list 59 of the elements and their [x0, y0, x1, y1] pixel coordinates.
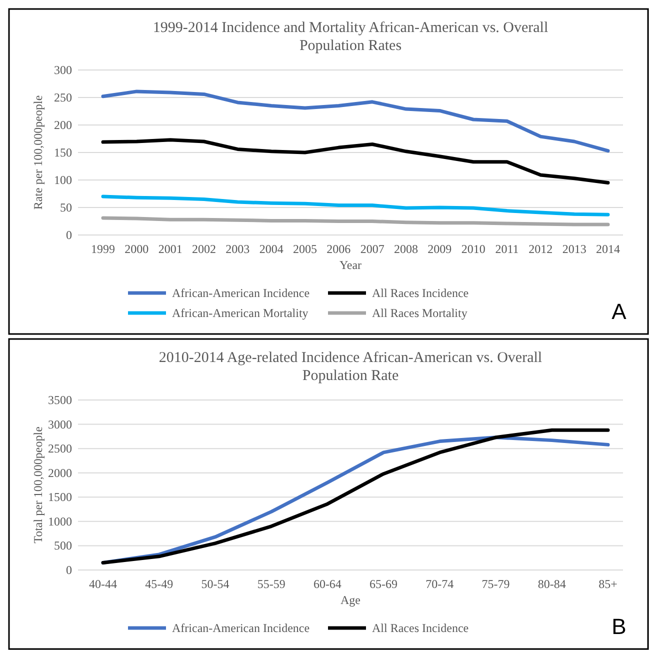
x-tick-label: 2004	[259, 242, 284, 256]
x-tick-label: 55-59	[257, 577, 286, 591]
x-tick-label: 2001	[158, 242, 182, 256]
text: B	[612, 614, 626, 639]
x-tick-label: 2000	[124, 242, 149, 256]
x-tick-label: 2007	[360, 242, 384, 256]
y-tick-label: 2000	[48, 466, 72, 480]
line-series	[101, 216, 610, 226]
y-tick-label: 250	[54, 90, 72, 104]
x-tick-label: 2008	[394, 242, 418, 256]
chart-title: 1999-2014 Incidence and Mortality African-American vs. Overall Population Rates	[152, 20, 548, 54]
legend-label: African-American Incidence	[172, 286, 310, 300]
x-tick-label: 2013	[562, 242, 586, 256]
x-tick-label: 2014	[596, 242, 620, 256]
legend-label: All Races Incidence	[372, 286, 469, 300]
y-axis-title: Rate per 100,000people	[31, 95, 45, 210]
x-tick-label: 80-84	[538, 577, 566, 591]
x-tick-label: 45-49	[145, 577, 174, 591]
x-axis-title: Age	[340, 593, 360, 607]
y-tick-label: 0	[66, 563, 72, 577]
y-tick-label: 3500	[48, 393, 72, 407]
x-axis-title: Year	[339, 258, 362, 272]
line-series	[101, 90, 610, 153]
x-tick-label: 2006	[326, 242, 351, 256]
x-tick-label: 40-44	[89, 577, 117, 591]
x-tick-label: 60-64	[313, 577, 342, 591]
y-tick-label: 500	[54, 538, 72, 553]
chart-title: 2010-2014 Age-related Incidence African-American vs. Overall Population Rate	[158, 350, 542, 384]
x-tick-label: 2002	[192, 242, 216, 256]
y-axis-title: Total per 100,000people	[31, 426, 45, 544]
x-tick-label: 2005	[293, 242, 317, 256]
x-tick-label: 75-79	[482, 577, 510, 591]
legend-label: All Races Mortality	[372, 306, 468, 320]
x-tick-label: 70-74	[426, 577, 454, 591]
y-tick-label: 300	[54, 63, 72, 77]
text: A	[612, 299, 627, 324]
legend-label: All Races Incidence	[372, 621, 469, 635]
x-tick-label: 65-69	[370, 577, 398, 591]
x-tick-label: 2003	[226, 242, 250, 256]
y-tick-label: 1500	[48, 490, 72, 504]
y-tick-label: 3000	[48, 417, 72, 432]
x-tick-label: 85+	[598, 577, 618, 591]
y-tick-label: 0	[66, 228, 72, 242]
x-tick-label: 2010	[461, 242, 486, 256]
y-tick-label: 1000	[48, 514, 72, 528]
y-tick-label: 150	[54, 146, 72, 160]
y-tick-label: 2500	[48, 442, 72, 456]
line-series	[101, 138, 610, 184]
line-series	[101, 194, 610, 216]
x-tick-label: 2011	[495, 242, 519, 256]
legend-label: African-American Mortality	[172, 306, 308, 320]
x-tick-label: 1999	[91, 242, 115, 256]
x-tick-label: 2012	[528, 242, 553, 256]
y-tick-label: 200	[54, 118, 72, 132]
x-tick-label: 2009	[428, 242, 452, 256]
y-tick-label: 100	[54, 173, 72, 187]
x-tick-label: 50-54	[201, 577, 230, 591]
legend-label: African-American Incidence	[172, 621, 310, 635]
y-tick-label: 50	[60, 200, 72, 214]
